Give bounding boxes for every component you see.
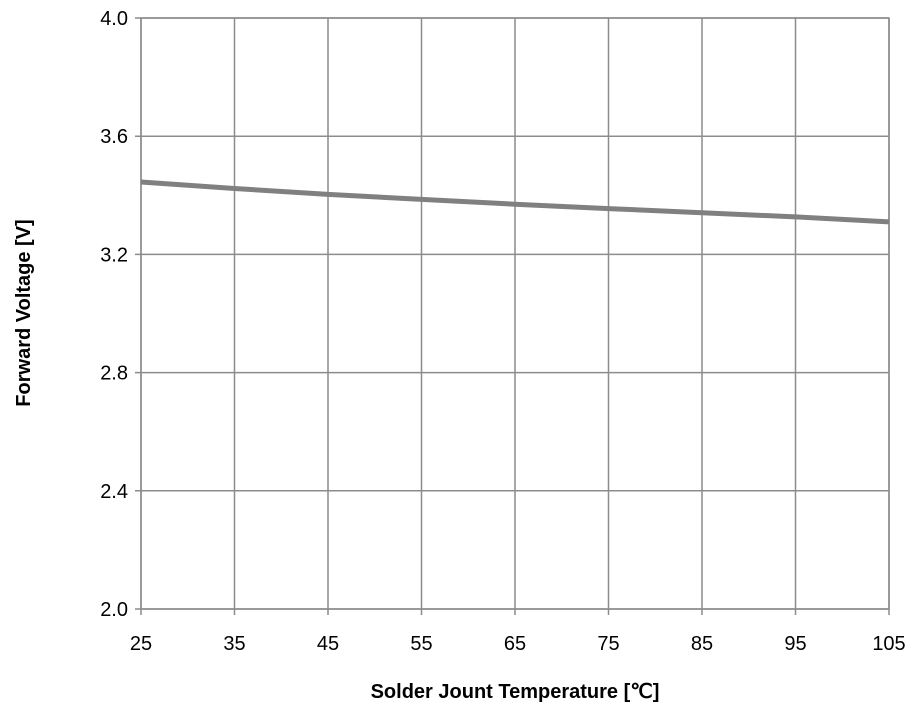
- y-tick-label: 2.4: [100, 481, 128, 503]
- x-tick-label: 45: [317, 633, 339, 655]
- x-axis-ticks: 25 35 45 55 65 75 85 95 105: [130, 633, 906, 655]
- y-tick-label: 2.8: [100, 363, 128, 385]
- x-tick-label: 35: [223, 633, 245, 655]
- y-axis-label: Forward Voltage [V]: [13, 219, 35, 406]
- y-tick-label: 4.0: [100, 8, 128, 30]
- series-layer: [140, 179, 890, 225]
- y-tick-label: 3.2: [100, 244, 128, 266]
- x-tick-label: 105: [872, 633, 905, 655]
- plot-frame: [140, 17, 890, 610]
- x-tick-label: 55: [410, 633, 432, 655]
- x-tick-label: 85: [691, 633, 713, 655]
- grid: [135, 17, 890, 615]
- x-tick-label: 25: [130, 633, 152, 655]
- x-tick-label: 65: [504, 633, 526, 655]
- y-axis-ticks: 2.0 2.4 2.8 3.2 3.6 4.0: [100, 8, 128, 621]
- x-axis-label: Solder Jount Temperature [℃]: [371, 681, 660, 703]
- y-tick-label: 3.6: [100, 126, 128, 148]
- y-tick-label: 2.0: [100, 599, 128, 621]
- x-tick-label: 75: [597, 633, 619, 655]
- series-line: [140, 179, 890, 225]
- x-tick-label: 95: [784, 633, 806, 655]
